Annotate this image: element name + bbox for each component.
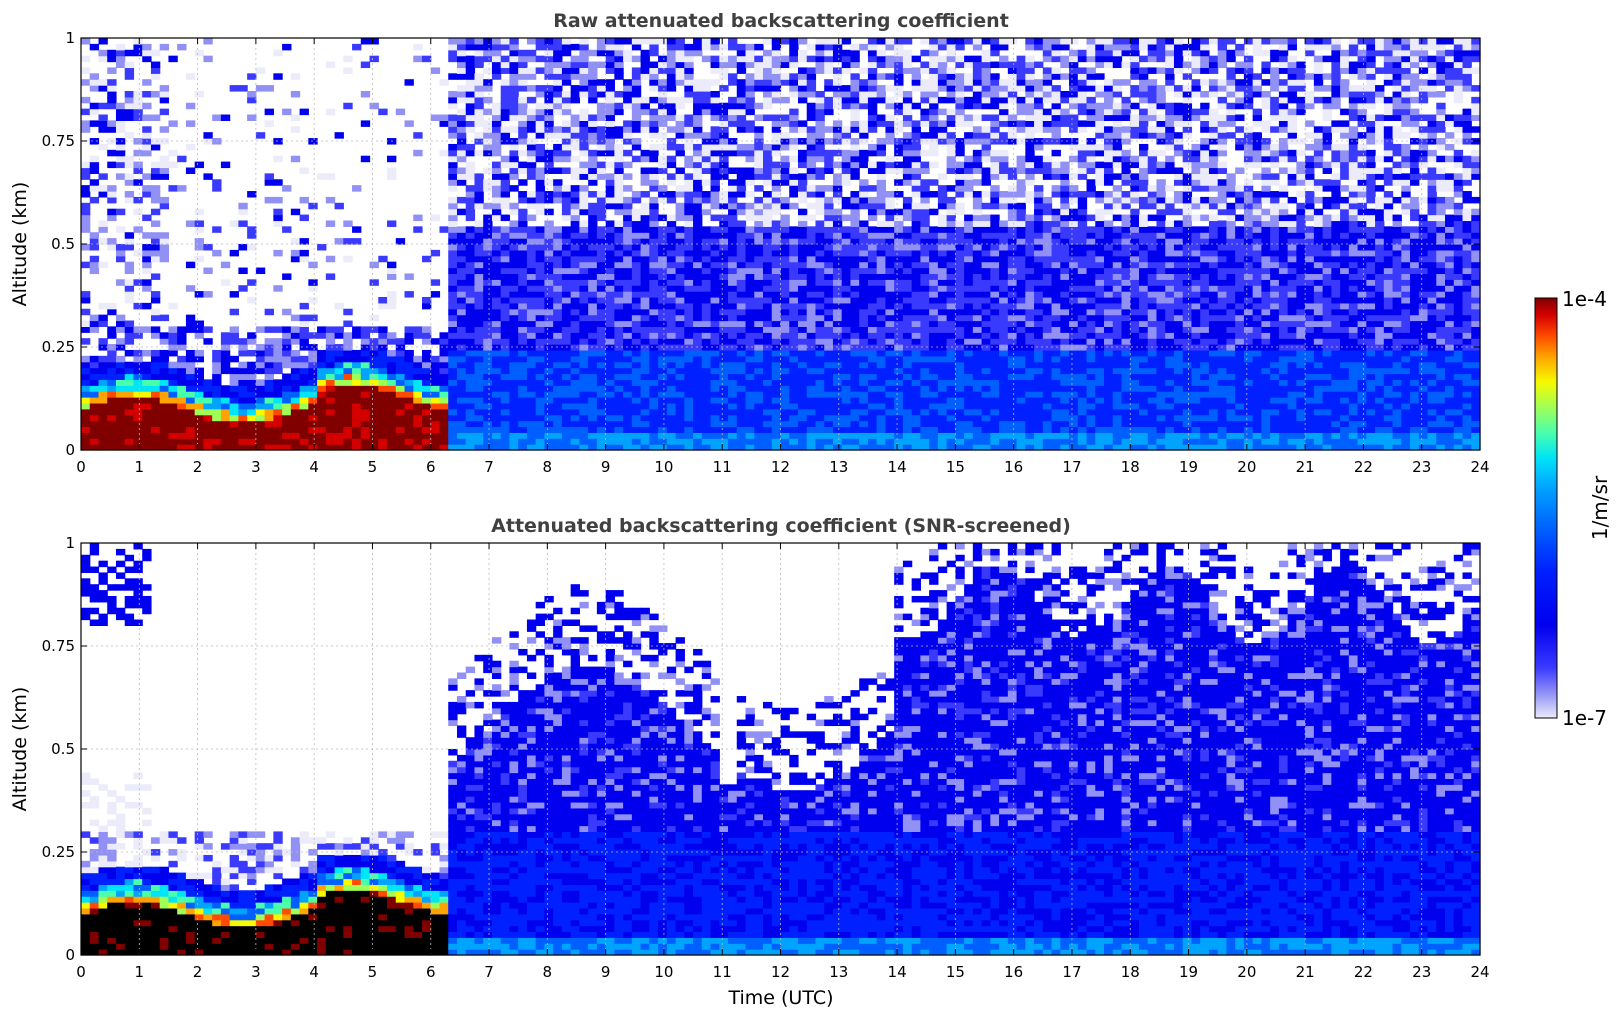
colorbar-gradient: [1534, 297, 1558, 719]
x-tick-label: 23: [1412, 458, 1431, 476]
x-tick-label: 19: [1179, 458, 1198, 476]
x-tick-label: 12: [771, 458, 790, 476]
y-tick-label: 0: [65, 441, 75, 459]
x-tick-label: 10: [654, 458, 673, 476]
x-tick-label: 8: [543, 458, 553, 476]
x-tick-label: 9: [601, 963, 611, 981]
grid: [81, 38, 1480, 450]
x-tick-label: 7: [484, 458, 494, 476]
x-tick-label: 22: [1354, 458, 1373, 476]
panel-screened: Attenuated backscattering coefficient (S…: [9, 515, 1490, 1009]
x-tick-label: 1: [135, 458, 145, 476]
panel-title: Raw attenuated backscattering coefficien…: [553, 10, 1009, 32]
panel-raw: Raw attenuated backscattering coefficien…: [9, 10, 1490, 476]
y-tick-label: 0.25: [42, 338, 75, 356]
x-tick-label: 0: [76, 963, 86, 981]
y-tick-label: 1: [65, 29, 75, 47]
x-tick-label: 6: [426, 963, 436, 981]
x-tick-label: 4: [309, 458, 319, 476]
x-tick-label: 18: [1121, 458, 1140, 476]
x-tick-label: 23: [1412, 963, 1431, 981]
x-tick-label: 2: [193, 458, 203, 476]
x-tick-label: 5: [368, 458, 378, 476]
y-tick-label: 0.5: [51, 235, 75, 253]
x-tick-label: 20: [1237, 458, 1256, 476]
x-tick-label: 11: [713, 458, 732, 476]
x-tick-label: 15: [946, 458, 965, 476]
x-tick-label: 10: [654, 963, 673, 981]
grid: [81, 543, 1480, 955]
x-axis-label: Time (UTC): [727, 987, 833, 1009]
axis-ticks: 0 1 2 3 4 5 6 7 8 9 10 11 12 13 14 15 16 17 18 19 20 21 22 23 24…: [42, 29, 1490, 476]
y-tick-label: 0.75: [42, 637, 75, 655]
x-tick-label: 7: [484, 963, 494, 981]
x-tick-label: 14: [888, 963, 907, 981]
x-tick-label: 6: [426, 458, 436, 476]
x-tick-label: 16: [1004, 458, 1023, 476]
x-tick-label: 13: [829, 458, 848, 476]
heatmap-image: [81, 38, 1481, 451]
axis-ticks: 0 1 2 3 4 5 6 7 8 9 10 11 12 13 14 15 16 17 18 19 20 21 22 23 24…: [42, 534, 1490, 981]
x-tick-label: 21: [1296, 963, 1315, 981]
y-tick-label: 0.75: [42, 132, 75, 150]
y-tick-label: 0.5: [51, 740, 75, 758]
colorbar-min-label: 1e-7: [1562, 706, 1607, 730]
colorbar: 1e-4 1e-7 1/m/sr: [1534, 287, 1612, 730]
x-tick-label: 11: [713, 963, 732, 981]
x-tick-label: 12: [771, 963, 790, 981]
colorbar-unit-label: 1/m/sr: [1588, 475, 1612, 540]
y-tick-label: 1: [65, 534, 75, 552]
x-tick-label: 17: [1062, 963, 1081, 981]
x-tick-label: 8: [543, 963, 553, 981]
x-tick-label: 20: [1237, 963, 1256, 981]
x-tick-label: 15: [946, 963, 965, 981]
x-tick-label: 5: [368, 963, 378, 981]
x-tick-label: 22: [1354, 963, 1373, 981]
x-tick-label: 0: [76, 458, 86, 476]
y-tick-label: 0.25: [42, 843, 75, 861]
x-tick-label: 2: [193, 963, 203, 981]
x-tick-label: 17: [1062, 458, 1081, 476]
x-tick-label: 1: [135, 963, 145, 981]
x-tick-label: 9: [601, 458, 611, 476]
y-axis-label: Altitude (km): [9, 687, 31, 812]
x-tick-label: 21: [1296, 458, 1315, 476]
x-tick-label: 24: [1470, 963, 1489, 981]
heatmap-image: [81, 543, 1481, 956]
y-tick-label: 0: [65, 946, 75, 964]
x-tick-label: 3: [251, 963, 261, 981]
x-tick-label: 14: [888, 458, 907, 476]
panel-title: Attenuated backscattering coefficient (S…: [491, 515, 1071, 537]
x-tick-label: 4: [309, 963, 319, 981]
x-tick-label: 19: [1179, 963, 1198, 981]
x-tick-label: 24: [1470, 458, 1489, 476]
y-axis-label: Altitude (km): [9, 182, 31, 307]
x-tick-label: 16: [1004, 963, 1023, 981]
x-tick-label: 3: [251, 458, 261, 476]
colorbar-max-label: 1e-4: [1562, 287, 1607, 311]
x-tick-label: 13: [829, 963, 848, 981]
x-tick-label: 18: [1121, 963, 1140, 981]
